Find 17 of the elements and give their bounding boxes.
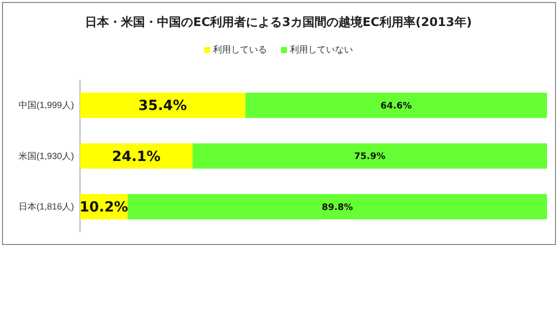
- y-tick-label: 中国(1,999人): [18, 100, 74, 110]
- y-tick-label: 米国(1,930人): [18, 150, 74, 161]
- bar: [128, 194, 547, 220]
- data-label: 10.2%: [80, 200, 128, 216]
- data-label: 75.9%: [354, 152, 386, 162]
- data-label: 89.8%: [322, 202, 353, 213]
- bar: [80, 143, 193, 169]
- legend-label: 利用していない: [290, 44, 353, 56]
- bar: [80, 92, 246, 118]
- bar: [192, 143, 547, 169]
- data-label: 35.4%: [138, 98, 187, 114]
- legend-label: 利用している: [213, 44, 267, 56]
- bar: [245, 92, 547, 118]
- chart-title: 日本・米国・中国のEC利用者による3カ国間の越境EC利用率(2013年): [85, 15, 472, 29]
- y-tick-label: 日本(1,816人): [18, 202, 74, 212]
- data-label: 64.6%: [380, 101, 412, 112]
- data-label: 24.1%: [112, 148, 161, 165]
